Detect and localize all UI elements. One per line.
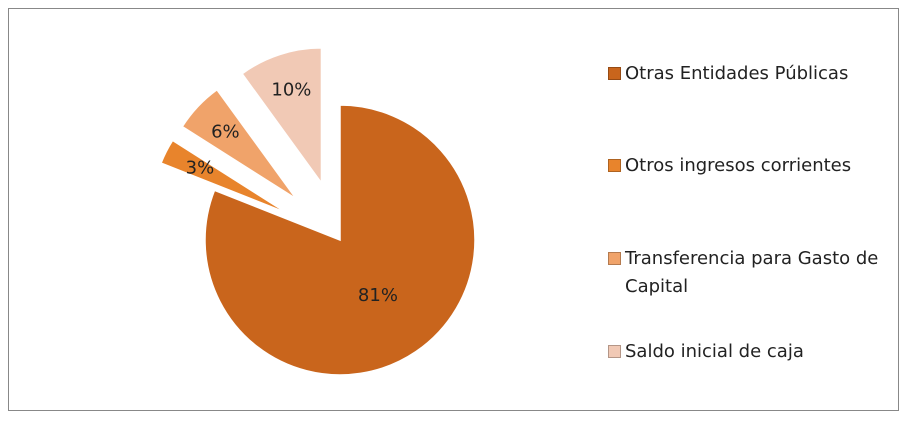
legend-label: Otros ingresos corrientes <box>625 155 852 176</box>
data-label: 81% <box>358 285 398 306</box>
data-label: 6% <box>211 121 240 142</box>
pie-slice <box>241 47 323 186</box>
pie-slice <box>204 104 476 376</box>
pie-slice <box>160 139 287 214</box>
legend-swatch <box>608 159 621 172</box>
legend-swatch <box>608 67 621 80</box>
data-label: 10% <box>271 79 311 100</box>
legend-swatch <box>608 345 621 358</box>
data-label: 3% <box>186 158 215 179</box>
legend-label: Otras Entidades Públicas <box>625 63 849 84</box>
legend-label: Saldo inicial de caja <box>625 341 804 362</box>
legend-item: Saldo inicial de caja <box>608 338 893 366</box>
legend-item: Otras Entidades Públicas <box>608 60 893 88</box>
legend-swatch <box>608 252 621 265</box>
legend-item: Transferencia para Gasto de Capital <box>608 245 893 301</box>
legend-item: Otros ingresos corrientes <box>608 152 893 180</box>
legend-label: Transferencia para Gasto de Capital <box>625 248 879 297</box>
pie-slice <box>181 88 297 200</box>
